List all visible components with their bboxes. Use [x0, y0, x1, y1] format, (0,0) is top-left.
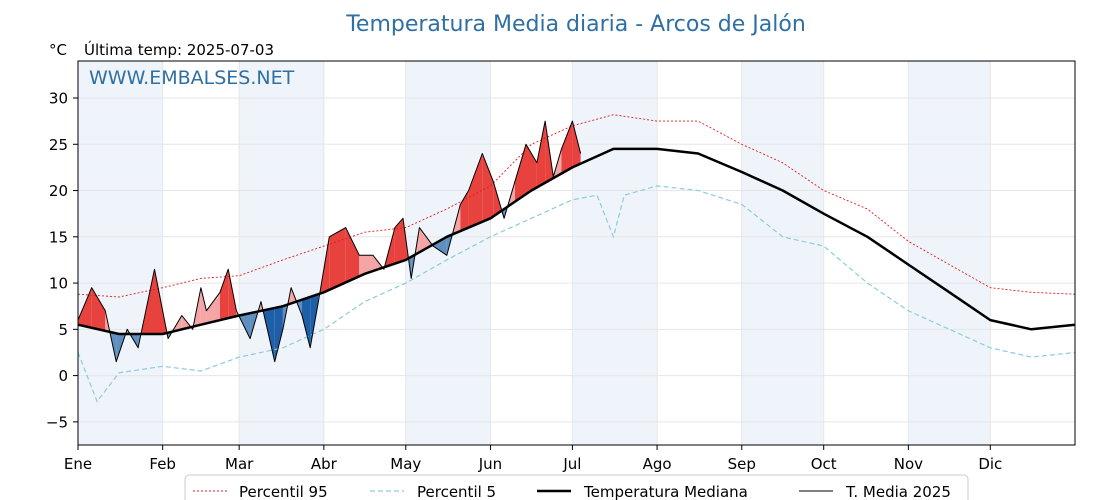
x-axis: Ene Feb Mar Abr May Jun Jul Ago Sep Oct Nov Dic	[64, 445, 1002, 473]
x-tick-label: Jul	[562, 455, 581, 473]
anomaly-fill-above	[515, 144, 526, 202]
anomaly-fill-above	[468, 153, 483, 228]
anomaly-fill-above	[526, 144, 537, 195]
anomaly-fill-above	[329, 227, 346, 290]
y-unit-label: °C	[49, 41, 67, 59]
watermark: WWW.EMBALSES.NET	[89, 67, 295, 89]
y-tick-label: 0	[58, 367, 68, 385]
y-tick-label: 5	[58, 321, 68, 339]
series-lines	[77, 114, 1076, 403]
anomaly-fill-above	[206, 292, 220, 324]
legend-label-p5: Percentil 5	[417, 483, 496, 500]
y-tick-label: 20	[49, 182, 68, 200]
y-tick-label: 25	[49, 136, 68, 154]
anomaly-fill-above	[78, 287, 92, 328]
legend-box	[184, 474, 969, 500]
y-axis: −5 0 5 10 15 20 25 30	[46, 90, 78, 431]
month-band	[572, 61, 658, 445]
anomaly-fill-above	[200, 287, 207, 325]
anomaly-fill-above	[220, 269, 229, 321]
month-bands	[78, 61, 991, 445]
anomaly-fill-below	[274, 306, 283, 362]
anomaly-fill-above	[345, 227, 360, 283]
x-tick-label: Jun	[478, 455, 502, 473]
y-tick-label: −5	[46, 413, 68, 431]
y-tick-label: 30	[49, 90, 68, 108]
grid-lines	[77, 61, 1075, 445]
series-line-p5	[77, 185, 1076, 403]
x-tick-label: Abr	[311, 455, 338, 473]
legend-label-year: T. Media 2025	[845, 483, 951, 500]
x-tick-label: Nov	[894, 455, 923, 473]
y-tick-label: 15	[49, 228, 68, 246]
chart-title: Temperatura Media diaria - Arcos de Jaló…	[345, 12, 806, 37]
month-band	[741, 61, 824, 445]
month-band	[78, 61, 163, 445]
legend-label-median: Temperatura Mediana	[583, 483, 748, 500]
x-tick-label: Ene	[64, 455, 92, 473]
x-tick-label: Ago	[643, 455, 672, 473]
last-temp-label: Última temp: 2025-07-03	[84, 40, 274, 59]
anomaly-fill-above	[460, 190, 469, 231]
anomaly-fill-above	[561, 121, 573, 174]
anomaly-fill-above	[91, 287, 106, 331]
month-band	[908, 61, 991, 445]
y-tick-label: 10	[49, 275, 68, 293]
x-tick-label: May	[390, 455, 421, 473]
month-band	[239, 61, 324, 445]
series-line-2025	[77, 120, 582, 363]
legend: Percentil 95 Percentil 5 Temperatura Med…	[184, 474, 969, 500]
anomaly-fill-below	[433, 236, 447, 256]
legend-label-p95: Percentil 95	[239, 483, 328, 500]
x-tick-label: Feb	[149, 455, 176, 473]
x-tick-label: Mar	[225, 455, 254, 473]
x-tick-label: Dic	[978, 455, 1002, 473]
anomaly-fill-above	[394, 218, 403, 264]
x-tick-label: Oct	[811, 455, 837, 473]
plot-frame	[77, 60, 1076, 446]
anomaly-fill-below	[302, 297, 311, 348]
x-tick-label: Sep	[728, 455, 756, 473]
anomaly-fill-above	[536, 121, 546, 188]
anomaly-fill-above	[572, 121, 581, 168]
